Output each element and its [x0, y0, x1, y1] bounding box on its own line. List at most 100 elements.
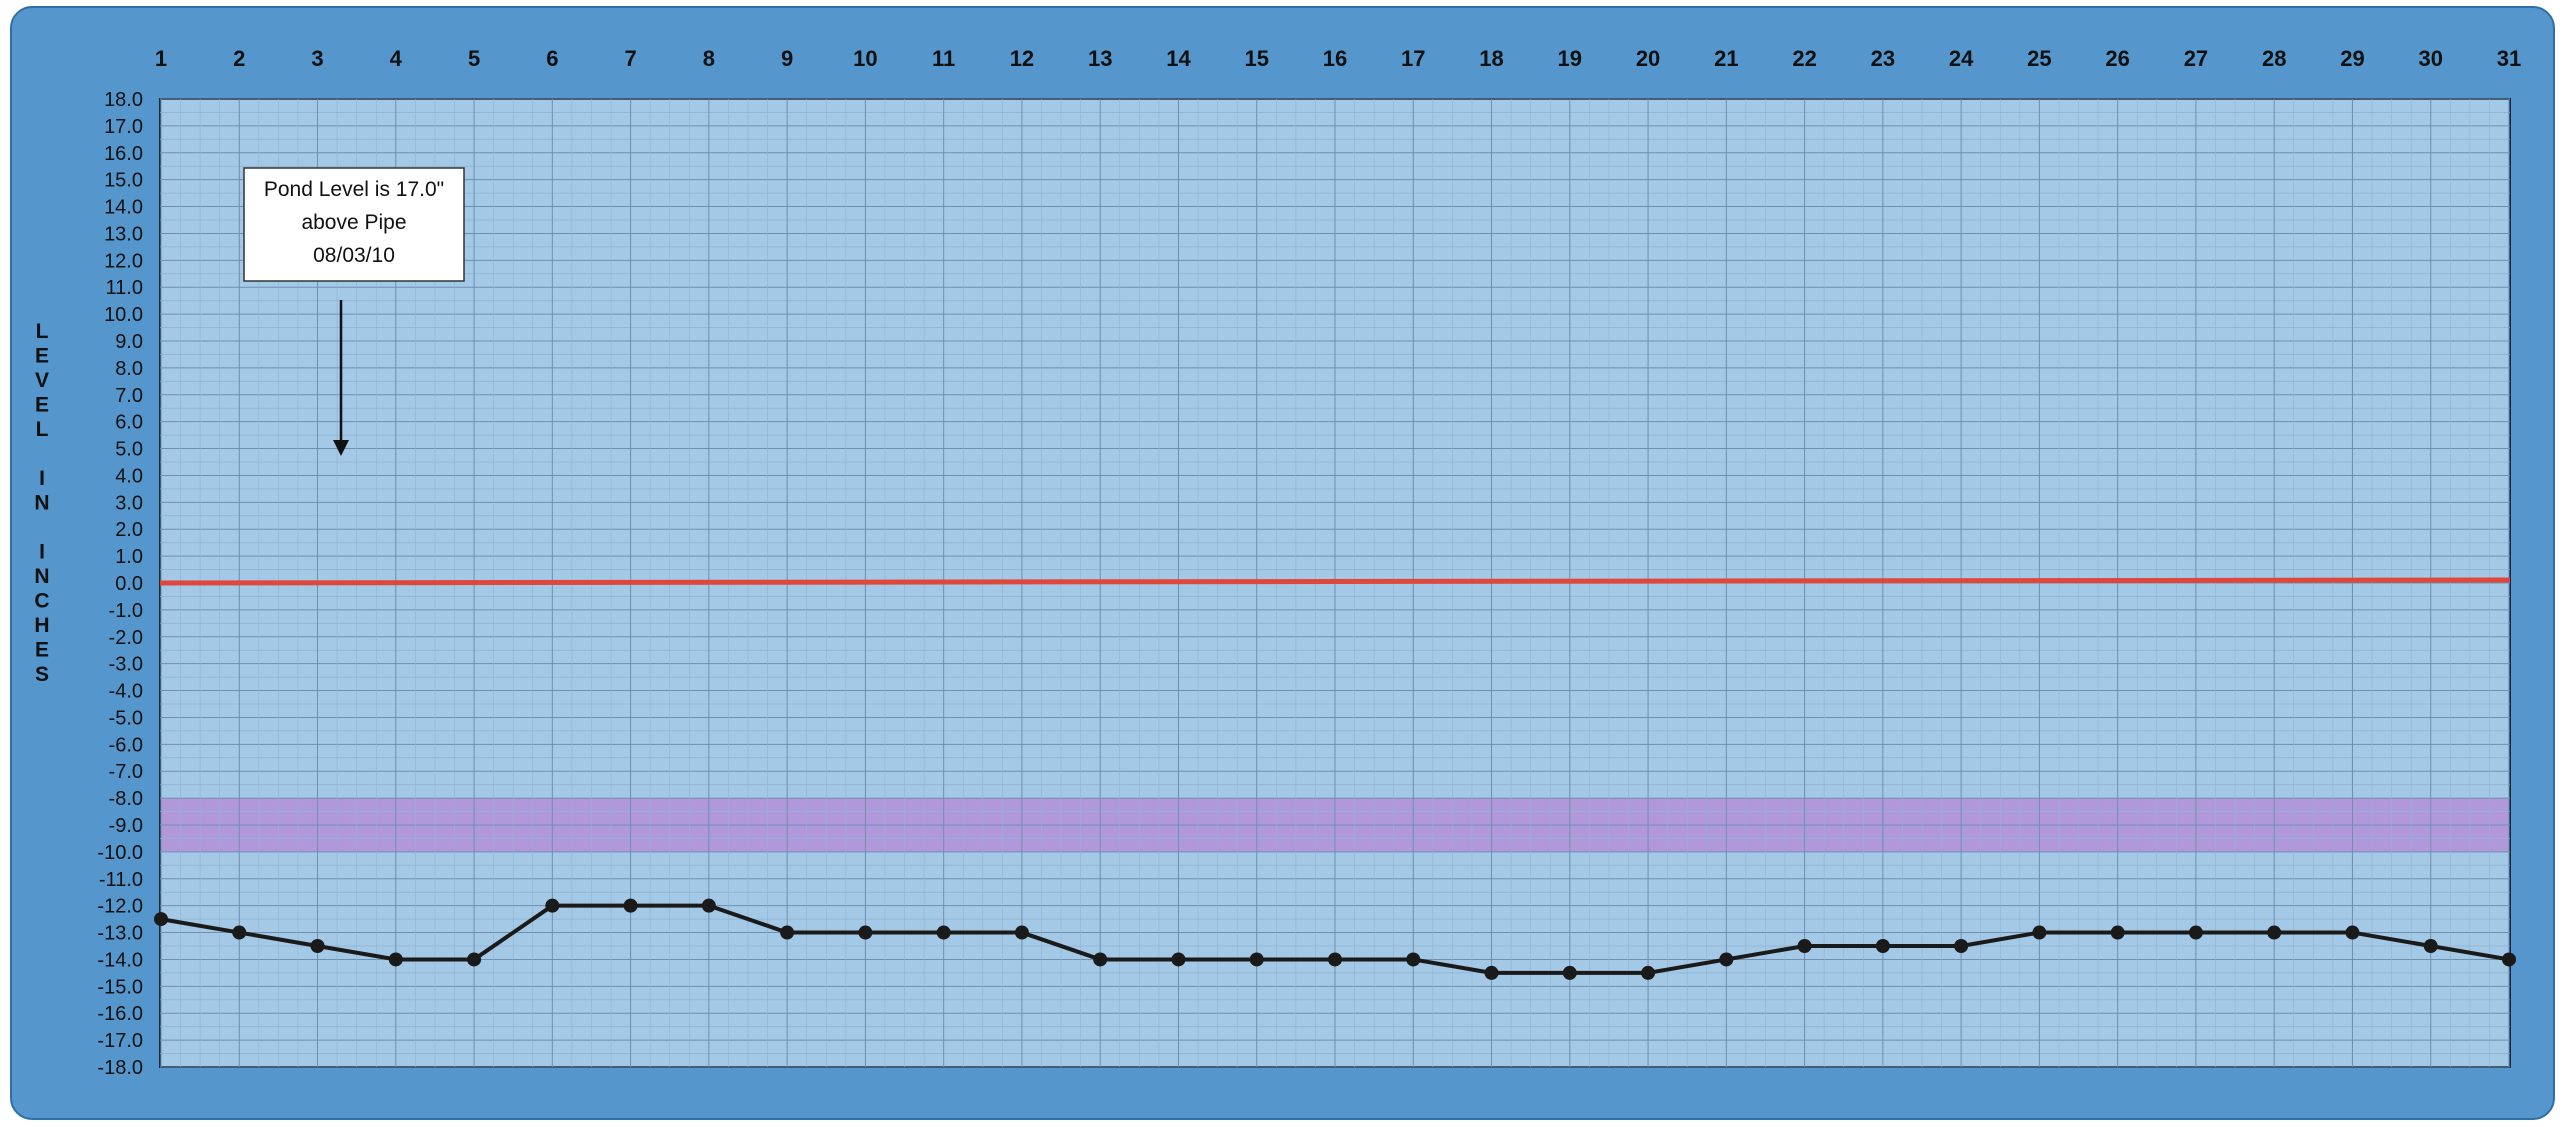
x-tick-label: 21 [1714, 46, 1738, 71]
y-tick-label: -15.0 [97, 976, 143, 998]
y-axis-label-letter: N [34, 492, 49, 515]
data-point [1875, 939, 1890, 953]
data-point [623, 898, 638, 913]
y-tick-label: -17.0 [97, 1030, 143, 1052]
y-tick-label: 6.0 [115, 412, 143, 434]
y-tick-label: 16.0 [104, 143, 143, 165]
x-tick-label: 30 [2418, 46, 2442, 71]
y-tick-label: 5.0 [115, 439, 143, 461]
y-tick-label: -13.0 [97, 923, 143, 945]
y-tick-label: 7.0 [115, 385, 143, 407]
y-tick-label: 9.0 [115, 331, 143, 353]
y-tick-label: 4.0 [115, 465, 143, 487]
y-axis-label-letter: L [36, 320, 49, 343]
x-tick-label: 17 [1401, 46, 1425, 71]
annotation-text: above Pipe [301, 211, 406, 234]
data-point [858, 925, 873, 940]
x-tick-label: 25 [2027, 46, 2051, 71]
y-axis-label-letter: H [34, 614, 49, 637]
x-tick-label: 15 [1244, 46, 1268, 71]
data-point [1641, 965, 1656, 980]
y-tick-label: 8.0 [115, 358, 143, 380]
data-point [467, 952, 482, 967]
x-tick-label: 11 [932, 46, 955, 71]
y-tick-label: -18.0 [97, 1057, 143, 1079]
x-tick-label: 22 [1792, 46, 1816, 71]
data-point [2267, 925, 2282, 940]
data-point [1249, 952, 1264, 967]
y-tick-label: -11.0 [99, 869, 143, 891]
data-point [1328, 952, 1342, 967]
x-tick-label: 7 [624, 46, 636, 71]
x-tick-label: 1 [155, 46, 167, 71]
x-tick-label: 13 [1088, 46, 1112, 71]
x-tick-label: 2 [233, 46, 245, 71]
y-tick-label: -8.0 [109, 788, 143, 810]
y-axis-label-letter: N [34, 565, 49, 588]
y-tick-label: -2.0 [109, 627, 143, 649]
data-point [1014, 925, 1029, 940]
data-point [780, 925, 795, 940]
x-tick-label: 24 [1949, 46, 1974, 71]
data-point [1797, 939, 1812, 953]
x-tick-label: 27 [2184, 46, 2208, 71]
data-point [154, 912, 168, 927]
y-tick-label: 0.0 [115, 573, 143, 595]
y-tick-label: 3.0 [115, 492, 143, 514]
data-point [2423, 939, 2438, 953]
x-tick-label: 31 [2497, 46, 2521, 71]
x-tick-label: 18 [1479, 46, 1503, 71]
y-tick-label: -3.0 [109, 654, 143, 676]
y-axis-label-letter: E [35, 345, 49, 368]
y-tick-label: 12.0 [104, 250, 143, 272]
data-point [2032, 925, 2047, 940]
x-tick-label: 16 [1323, 46, 1347, 71]
data-point [701, 898, 716, 913]
y-tick-label: -5.0 [109, 707, 143, 729]
x-tick-label: 4 [390, 46, 403, 71]
data-point [1093, 952, 1108, 967]
x-tick-label: 3 [311, 46, 323, 71]
y-tick-label: -4.0 [109, 681, 143, 703]
y-tick-label: 17.0 [104, 116, 143, 138]
y-tick-label: 18.0 [104, 89, 143, 111]
x-tick-label: 6 [546, 46, 558, 71]
y-tick-label: -10.0 [97, 842, 143, 864]
y-tick-label: -14.0 [97, 949, 143, 971]
y-tick-label: -9.0 [109, 815, 143, 837]
y-tick-label: -1.0 [109, 600, 143, 622]
data-point [1406, 952, 1421, 967]
annotation-arrow-head [333, 440, 349, 456]
data-point [936, 925, 951, 940]
data-point [2110, 925, 2125, 940]
x-tick-label: 10 [853, 46, 877, 71]
y-axis-label-letter: I [39, 467, 45, 490]
y-tick-label: 2.0 [115, 519, 143, 541]
y-axis-label-letter: I [39, 541, 45, 564]
y-axis-label-letter: C [34, 590, 49, 613]
x-tick-label: 8 [703, 46, 715, 71]
x-tick-label: 9 [781, 46, 793, 71]
y-tick-label: 1.0 [115, 546, 143, 568]
y-tick-label: 10.0 [104, 304, 143, 326]
annotation-box [243, 167, 465, 282]
annotation-text: Pond Level is 17.0" [264, 178, 444, 201]
y-tick-label: 14.0 [104, 197, 143, 219]
x-tick-label: 12 [1010, 46, 1034, 71]
data-point [2188, 925, 2203, 940]
y-axis-label-letter: E [35, 394, 49, 417]
x-tick-label: 5 [468, 46, 480, 71]
data-point [2502, 952, 2516, 967]
data-point [2345, 925, 2360, 940]
pipe-level-line [159, 577, 2511, 586]
y-tick-label: -12.0 [97, 896, 143, 918]
x-tick-label: 14 [1166, 46, 1191, 71]
y-tick-label: 13.0 [104, 223, 143, 245]
data-point [388, 952, 403, 967]
y-tick-label: -16.0 [97, 1003, 143, 1025]
y-axis-label-letter: S [35, 663, 49, 686]
x-tick-label: 28 [2262, 46, 2286, 71]
y-axis-label-letter: E [35, 639, 49, 662]
x-tick-label: 29 [2340, 46, 2364, 71]
y-tick-label: 11.0 [106, 277, 143, 299]
